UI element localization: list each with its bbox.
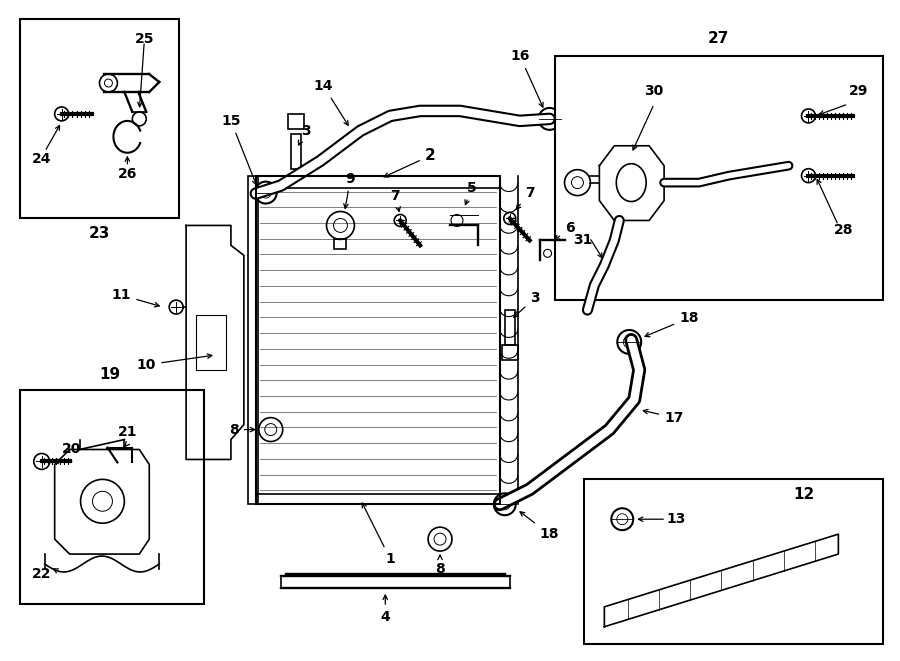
Bar xyxy=(20,390,204,604)
Bar xyxy=(502,345,518,360)
Text: 13: 13 xyxy=(666,512,686,526)
Text: 12: 12 xyxy=(793,486,814,502)
Text: 21: 21 xyxy=(118,424,137,438)
Text: 31: 31 xyxy=(572,233,592,247)
Text: 15: 15 xyxy=(221,114,256,184)
Bar xyxy=(285,574,505,586)
Text: 28: 28 xyxy=(833,223,853,237)
Text: 8: 8 xyxy=(436,555,445,576)
Text: 19: 19 xyxy=(99,368,120,382)
Text: 10: 10 xyxy=(137,354,211,372)
Text: 17: 17 xyxy=(644,409,683,424)
Text: 3: 3 xyxy=(514,291,539,317)
Text: 4: 4 xyxy=(381,595,390,624)
Text: 23: 23 xyxy=(89,226,110,241)
Text: 26: 26 xyxy=(118,167,137,180)
Text: 30: 30 xyxy=(644,84,664,98)
Bar xyxy=(256,494,500,504)
Text: 27: 27 xyxy=(708,30,730,46)
Text: 1: 1 xyxy=(362,503,395,566)
Text: 2: 2 xyxy=(384,148,436,177)
Bar xyxy=(505,310,515,345)
Bar xyxy=(256,176,500,504)
Text: 25: 25 xyxy=(134,32,154,46)
Bar xyxy=(288,114,303,129)
Text: 5: 5 xyxy=(465,180,477,205)
Text: 16: 16 xyxy=(510,49,543,107)
Text: 24: 24 xyxy=(32,152,51,166)
Bar xyxy=(335,239,346,249)
Text: 7: 7 xyxy=(517,186,535,210)
Text: 8: 8 xyxy=(230,422,255,436)
Bar xyxy=(291,134,301,169)
Text: 18: 18 xyxy=(520,512,559,541)
Text: 14: 14 xyxy=(314,79,348,126)
Text: 20: 20 xyxy=(62,442,81,457)
Bar xyxy=(256,176,500,188)
Text: 11: 11 xyxy=(112,288,159,307)
Text: 6: 6 xyxy=(555,221,574,240)
Bar xyxy=(20,19,179,219)
Bar xyxy=(554,56,883,300)
Text: 18: 18 xyxy=(645,311,698,336)
Text: 29: 29 xyxy=(849,84,868,98)
Text: 22: 22 xyxy=(32,567,51,581)
Text: 7: 7 xyxy=(391,188,401,212)
Bar xyxy=(196,315,226,370)
Text: 3: 3 xyxy=(299,124,310,145)
Bar xyxy=(584,479,883,644)
Text: 9: 9 xyxy=(344,172,356,208)
Polygon shape xyxy=(604,534,839,627)
Bar xyxy=(248,176,257,504)
